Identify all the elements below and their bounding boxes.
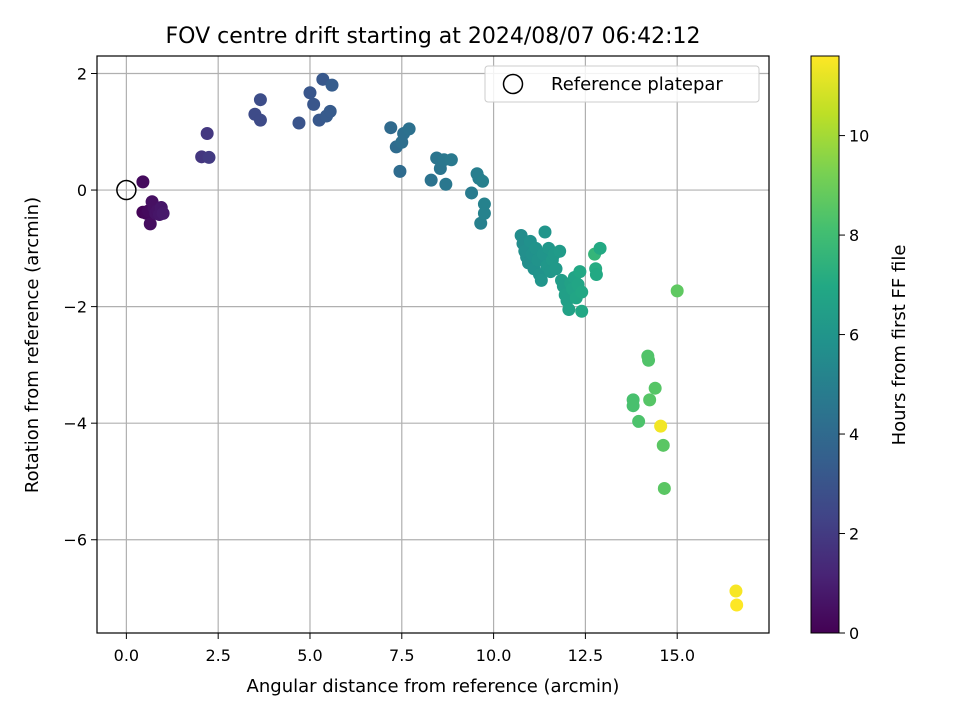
data-point xyxy=(656,438,670,452)
data-point xyxy=(573,265,587,279)
data-points xyxy=(136,72,744,612)
data-point xyxy=(642,353,656,367)
x-tick-label: 10.0 xyxy=(476,646,512,665)
data-point xyxy=(476,174,490,188)
data-point xyxy=(729,584,743,598)
data-point xyxy=(253,93,267,107)
data-point xyxy=(136,175,150,189)
data-point xyxy=(730,598,744,612)
y-axis-label: Rotation from reference (arcmin) xyxy=(22,197,43,493)
data-point xyxy=(575,285,589,299)
data-point xyxy=(657,481,671,495)
y-tick-label: −6 xyxy=(63,531,87,550)
legend-label: Reference platepar xyxy=(551,74,723,95)
colorbar-tick-label: 2 xyxy=(849,525,859,544)
data-point xyxy=(538,225,552,239)
data-point xyxy=(200,127,214,141)
data-point xyxy=(643,393,657,407)
colorbar-label: Hours from first FF file xyxy=(889,245,910,446)
data-point xyxy=(632,414,646,428)
colorbar-ticks: 0 2 4 6 8 10 xyxy=(839,127,869,643)
data-point xyxy=(325,78,339,92)
data-point xyxy=(654,419,668,433)
colorbar: 0 2 4 6 8 10 Hours from first FF file xyxy=(810,55,910,643)
data-point xyxy=(648,381,662,395)
data-point xyxy=(439,177,453,191)
data-point xyxy=(549,262,563,276)
data-point xyxy=(477,197,491,211)
x-tick-label: 2.5 xyxy=(205,646,230,665)
plot-frame xyxy=(96,55,770,634)
data-point xyxy=(593,241,607,255)
x-axis-ticks: 0.0 2.5 5.0 7.5 10.0 12.5 15.0 xyxy=(114,633,695,665)
data-point xyxy=(384,121,398,135)
x-tick-label: 0.0 xyxy=(114,646,139,665)
data-point xyxy=(402,122,416,136)
x-tick-label: 12.5 xyxy=(568,646,604,665)
data-point xyxy=(626,399,640,413)
legend: Reference platepar xyxy=(484,65,760,103)
data-point xyxy=(465,186,479,200)
y-axis-ticks: 2 0 −2 −4 −6 xyxy=(63,64,97,550)
colorbar-tick-label: 0 xyxy=(849,624,859,643)
x-axis-label: Angular distance from reference (arcmin) xyxy=(247,676,620,697)
y-tick-label: −2 xyxy=(63,298,87,317)
data-point xyxy=(474,216,488,230)
data-point xyxy=(292,116,306,130)
reference-marker-group xyxy=(116,179,137,201)
data-point xyxy=(562,303,576,317)
y-tick-label: 2 xyxy=(77,64,87,83)
grid-lines xyxy=(97,56,769,633)
data-point xyxy=(477,206,491,220)
legend-reference-marker xyxy=(502,73,524,95)
reference-marker xyxy=(116,179,137,201)
data-point xyxy=(393,164,407,178)
colorbar-tick-label: 10 xyxy=(849,127,869,146)
y-tick-label: 0 xyxy=(77,181,87,200)
data-point xyxy=(323,104,337,118)
colorbar-gradient xyxy=(810,55,840,634)
data-point xyxy=(253,113,267,127)
data-point xyxy=(670,284,684,298)
chart-title: FOV centre drift starting at 2024/08/07 … xyxy=(166,24,701,49)
data-point xyxy=(303,86,317,100)
data-point xyxy=(575,304,589,318)
data-point xyxy=(553,244,567,258)
colorbar-tick-label: 6 xyxy=(849,326,859,345)
data-point xyxy=(589,268,603,282)
x-tick-label: 5.0 xyxy=(297,646,322,665)
data-point xyxy=(444,153,458,167)
data-point xyxy=(424,173,438,187)
y-tick-label: −4 xyxy=(63,414,87,433)
x-tick-label: 15.0 xyxy=(659,646,695,665)
data-point xyxy=(202,150,216,164)
data-point xyxy=(143,217,157,231)
data-point xyxy=(307,97,321,111)
data-point xyxy=(534,273,548,287)
colorbar-tick-label: 8 xyxy=(849,226,859,245)
x-tick-label: 7.5 xyxy=(389,646,414,665)
data-point xyxy=(156,206,170,220)
colorbar-tick-label: 4 xyxy=(849,425,859,444)
legend-box xyxy=(484,65,760,103)
